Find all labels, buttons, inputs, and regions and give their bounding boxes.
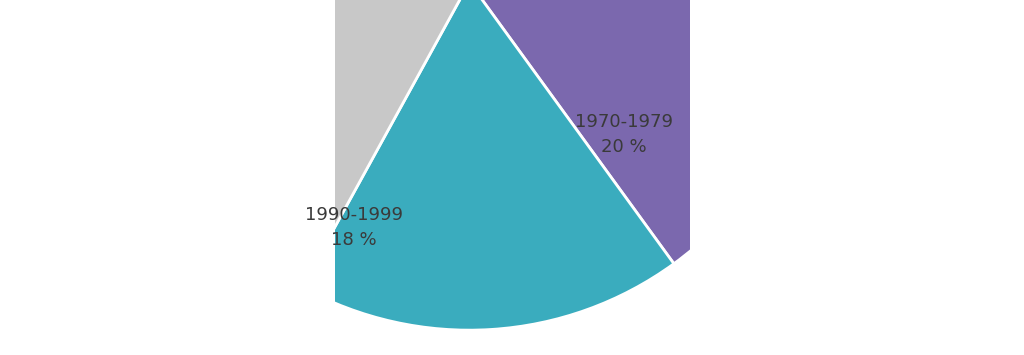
Text: 1970-1979
20 %: 1970-1979 20 %: [574, 113, 673, 157]
Wedge shape: [302, 0, 674, 330]
Wedge shape: [469, 0, 817, 264]
Wedge shape: [122, 0, 469, 287]
Text: 1990-1999
18 %: 1990-1999 18 %: [305, 206, 403, 249]
